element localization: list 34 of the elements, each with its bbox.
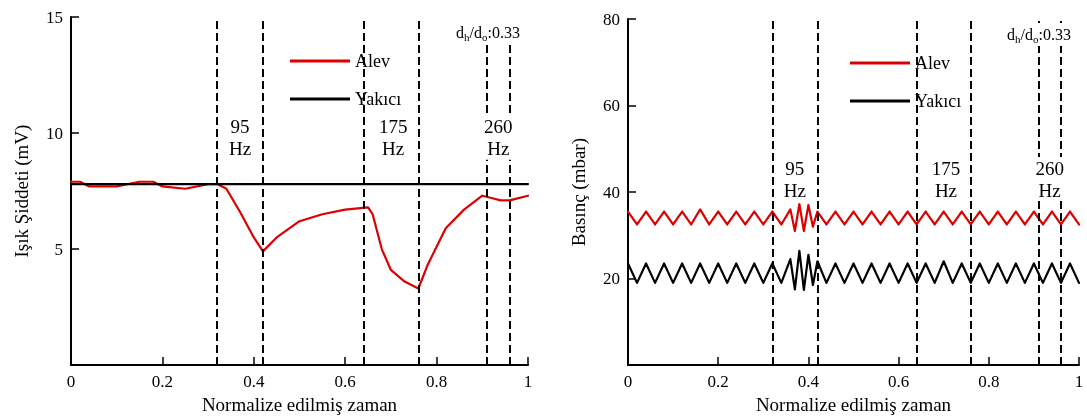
x-tick-label: 0.2 [707, 372, 729, 392]
x-axis-title: Normalize edilmiş zaman [755, 394, 952, 415]
y-axis-title: Basınç (mbar) [568, 137, 590, 247]
x-tick-label: 1 [523, 372, 533, 392]
x-tick-label: 0 [623, 372, 633, 392]
x-tick-label: 0.6 [334, 372, 356, 392]
y-tick-label: 20 [603, 269, 620, 289]
x-tick-label: 0.4 [797, 372, 820, 392]
y-tick-label: 80 [603, 9, 620, 29]
line-series [626, 203, 1081, 233]
y-tick-label: 40 [603, 182, 620, 202]
annotation: 260 Hz [1035, 157, 1064, 201]
y-tick-label: 60 [603, 96, 620, 116]
annotation: 95 Hz [229, 116, 252, 160]
annotation: 175 Hz [378, 116, 408, 160]
y-axis-title: Işık Şiddeti (mV) [11, 124, 33, 258]
line-series [69, 180, 530, 290]
legend-label: Yakıcı [355, 89, 402, 109]
annotation: 95 Hz [783, 157, 806, 201]
x-tick-label: 0.8 [978, 372, 1000, 392]
annotation: 175 Hz [931, 157, 961, 201]
y-tick-label: 15 [46, 7, 63, 27]
x-tick-label: 0.4 [243, 372, 265, 392]
legend-label: Alev [915, 53, 950, 73]
x-tick-label: 0 [66, 372, 76, 392]
y-tick-label: 5 [54, 239, 63, 259]
y-tick-label: 10 [46, 123, 63, 143]
x-tick-label: 0.2 [151, 372, 174, 392]
legend-label: Yakıcı [915, 91, 962, 111]
annotation: 260 Hz [484, 116, 513, 160]
x-axis-title: Normalize edilmiş zaman [201, 394, 398, 415]
x-tick-label: 0.6 [887, 372, 910, 392]
x-tick-label: 1 [1074, 372, 1084, 392]
x-tick-label: 0.8 [425, 372, 448, 392]
